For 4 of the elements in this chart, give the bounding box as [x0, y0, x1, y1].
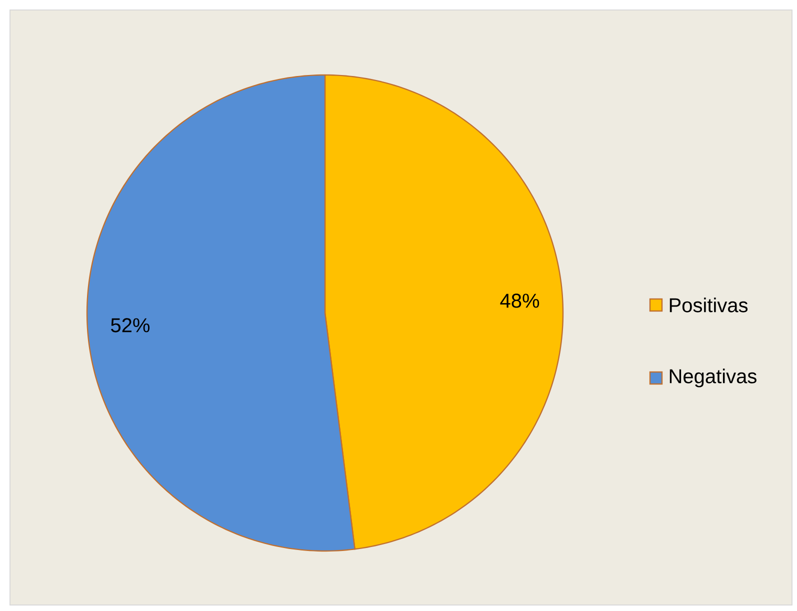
- legend-label: Negativas: [670, 368, 756, 388]
- legend-label: Positivas: [670, 298, 748, 312]
- data-label: 52%: [111, 318, 150, 332]
- data-label: 48%: [500, 294, 540, 308]
